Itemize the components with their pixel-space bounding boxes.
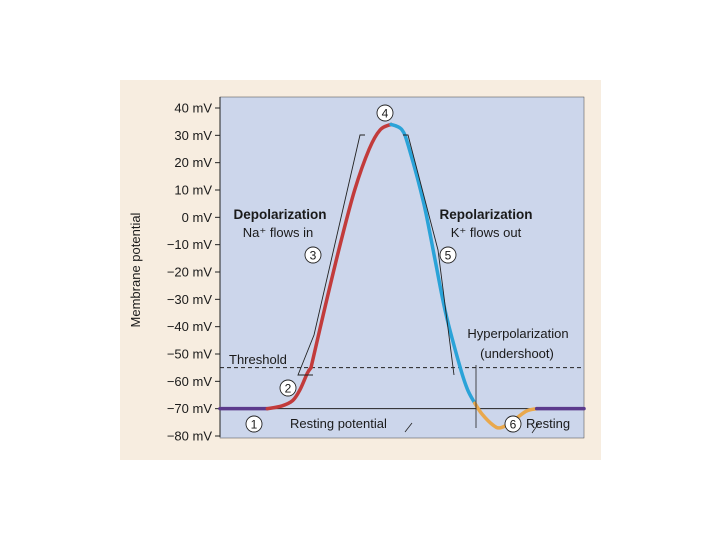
y-tick-label: −10 mV — [167, 237, 212, 252]
resting-potential-label: Resting potential — [290, 416, 387, 431]
y-tick-label: −70 mV — [167, 401, 212, 416]
hyperpolarization-label: Hyperpolarization — [467, 326, 568, 341]
svg-text:2: 2 — [285, 382, 292, 396]
undershoot-label: (undershoot) — [480, 346, 554, 361]
series-line-repolarization — [389, 122, 477, 405]
depolarization-label: Depolarization — [233, 207, 326, 222]
y-tick-label: −30 mV — [167, 292, 212, 307]
marker-5: 5 — [439, 246, 457, 264]
series-line-hyperpolarization — [473, 401, 539, 430]
svg-text:1: 1 — [251, 418, 258, 432]
y-axis-label: Membrane potential — [128, 212, 143, 327]
figure-panel: 40 mV 30 mV 20 mV 10 mV 0 mV −10 mV −20 mV −30 … — [120, 80, 601, 460]
resting-label: Resting — [526, 416, 570, 431]
y-tick-label: −80 mV — [167, 429, 212, 444]
marker-6: 6 — [504, 415, 522, 433]
y-tick-label: −50 mV — [167, 347, 212, 362]
svg-text:6: 6 — [510, 418, 517, 432]
y-tick-label: 30 mV — [174, 128, 212, 143]
repolarization-brace — [403, 134, 455, 376]
na-flows-label: Na⁺ flows in — [243, 225, 313, 240]
k-flows-label: K⁺ flows out — [451, 225, 522, 240]
resting-potential-leader — [404, 422, 413, 433]
threshold-label: Threshold — [229, 352, 287, 367]
plot-area — [219, 96, 585, 439]
y-tick-label: 10 mV — [174, 183, 212, 198]
series-line-stimulus-rise — [265, 365, 313, 411]
marker-1: 1 — [245, 415, 263, 433]
marker-4: 4 — [376, 104, 394, 122]
svg-text:3: 3 — [310, 249, 317, 263]
repolarization-label: Repolarization — [439, 207, 532, 222]
y-tick-label: 40 mV — [174, 101, 212, 116]
depolarization-brace — [297, 134, 365, 376]
y-tick-label: −20 mV — [167, 265, 212, 280]
svg-text:4: 4 — [382, 107, 389, 121]
resting-leader — [531, 422, 540, 434]
series-line-depolarization — [309, 122, 393, 370]
y-tick-label: 20 mV — [174, 155, 212, 170]
y-tick-label: 0 mV — [182, 210, 213, 225]
action-potential-chart: 40 mV 30 mV 20 mV 10 mV 0 mV −10 mV −20 mV −30 … — [128, 96, 586, 444]
y-tick-label: −60 mV — [167, 374, 212, 389]
marker-3: 3 — [304, 246, 322, 264]
y-tick-label: −40 mV — [167, 319, 212, 334]
svg-text:5: 5 — [445, 249, 452, 263]
marker-2: 2 — [279, 379, 297, 397]
